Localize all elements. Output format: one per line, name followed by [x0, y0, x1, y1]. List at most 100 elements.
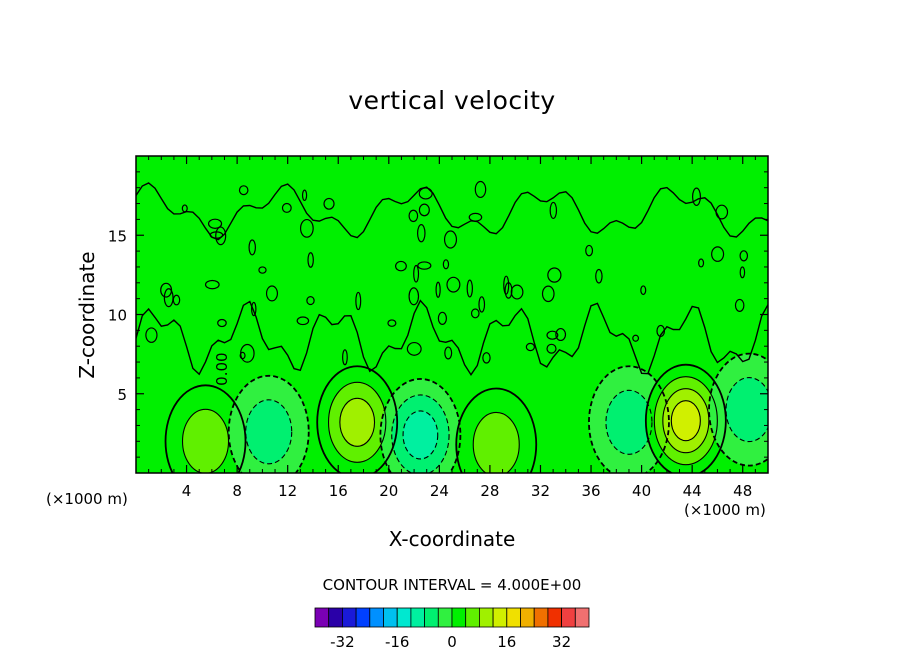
contour-line-updraft-6-1 — [653, 376, 718, 466]
colorbar-tick-label: 16 — [497, 633, 516, 651]
colorbar-swatch — [520, 607, 535, 628]
contour-line-downdraft-5-1 — [605, 389, 653, 455]
contour-line-small-30 — [444, 346, 453, 360]
contour-line-small-69 — [739, 250, 749, 262]
y-tick-label: 15 — [108, 227, 127, 245]
colorbar-swatch — [533, 607, 549, 628]
contour-line-small-18 — [299, 218, 314, 238]
contour-line-layer — [136, 180, 768, 473]
contour-line-small-32 — [632, 334, 640, 342]
colorbar-swatch — [410, 607, 425, 628]
contour-line-small-35 — [416, 224, 426, 243]
contour-fill-downdraft-3-2 — [403, 410, 438, 459]
contour-line-small-58 — [417, 261, 432, 270]
contour-line-small-50 — [258, 266, 267, 274]
chart-title: vertical velocity — [348, 86, 556, 115]
contour-line-small-59 — [387, 319, 397, 327]
colorbar-swatch — [355, 607, 371, 628]
colorbar-tick-label: 32 — [552, 633, 571, 651]
colorbar-swatch — [424, 607, 439, 628]
contour-line-small-0 — [442, 259, 450, 270]
contour-line-downdraft-7-0 — [708, 352, 768, 467]
colorbar-swatch — [437, 607, 453, 628]
y-tick-label: 5 — [117, 386, 127, 404]
contour-line-small-17 — [296, 316, 310, 326]
contour-line-small-57 — [342, 349, 348, 366]
contour-line-small-44 — [474, 180, 487, 199]
contour-line-small-7 — [394, 260, 407, 272]
contour-line-small-4 — [555, 327, 567, 342]
x-tick-label: 24 — [430, 482, 449, 500]
contour-line-small-24 — [418, 203, 430, 217]
contour-line-small-65 — [215, 226, 227, 246]
contour-line-updraft-2-0 — [316, 365, 399, 473]
colorbar-swatch — [465, 607, 480, 628]
x-tick-label: 4 — [182, 482, 192, 500]
contour-fill-updraft-0-1 — [182, 409, 229, 473]
contour-line-zero-boundary — [136, 299, 768, 376]
contour-line-small-63 — [691, 187, 702, 207]
contour-line-downdraft-1-1 — [245, 399, 293, 465]
contour-line-small-38 — [251, 301, 257, 317]
contour-line-small-16 — [408, 209, 419, 223]
contour-fill-downdraft-1-1 — [245, 399, 292, 464]
colorbar-swatch — [506, 607, 521, 628]
contour-line-small-20 — [482, 352, 491, 364]
colorbar-swatch — [492, 607, 508, 628]
y-axis-label: Z-coordinate — [75, 251, 99, 379]
contour-label-zero: 0.00 — [213, 352, 231, 385]
contour-line-small-68 — [307, 252, 314, 268]
contour-label-layer: 0.00 — [213, 352, 231, 385]
contour-line-small-49 — [546, 330, 559, 340]
x-tick-label: 44 — [683, 482, 702, 500]
contour-line-small-56 — [437, 311, 447, 326]
contour-line-updraft-4-0 — [455, 387, 538, 473]
contour-line-downdraft-5-0 — [588, 365, 670, 473]
x-tick-label: 32 — [531, 482, 550, 500]
x-tick-label: 36 — [581, 482, 600, 500]
contour-line-updraft-4-1 — [472, 411, 520, 473]
contour-line-small-64 — [640, 285, 647, 296]
contour-line-small-1 — [413, 264, 420, 283]
x-tick-label: 16 — [329, 482, 348, 500]
contour-line-small-3 — [546, 343, 557, 354]
contour-line-small-27 — [549, 201, 558, 220]
contour-line-downdraft-3-2 — [402, 410, 439, 460]
contour-line-small-9 — [478, 296, 486, 313]
contour-line-small-13 — [217, 318, 227, 328]
contour-line-small-39 — [408, 287, 420, 306]
colorbar: -32 -16 0 16 32 — [314, 607, 590, 651]
contour-line-small-53 — [323, 197, 335, 210]
contour-interval-note: CONTOUR INTERVAL = 4.000E+00 — [322, 576, 582, 594]
x-unit-label-right: (×1000 m) — [684, 501, 766, 519]
x-tick-label: 48 — [733, 482, 752, 500]
contour-line-updraft-6-2 — [662, 388, 710, 454]
contour-fill-downdraft-5-1 — [605, 390, 652, 455]
contour-line-small-11 — [281, 202, 292, 213]
x-tick-label: 12 — [278, 482, 297, 500]
contour-line-updraft-6-3 — [670, 400, 701, 442]
contour-line-small-47 — [446, 276, 461, 293]
contour-line-small-21 — [265, 285, 279, 302]
colorbar-tick-label: 0 — [447, 633, 457, 651]
contour-line-small-48 — [163, 288, 174, 308]
colorbar-swatch — [396, 607, 412, 628]
contour-line-small-67 — [711, 246, 725, 262]
contour-line-updraft-6-0 — [644, 363, 727, 473]
colorbar-swatch — [478, 607, 494, 628]
contour-line-updraft-0-0 — [164, 384, 247, 473]
contour-line-small-66 — [306, 296, 315, 306]
colorbar-swatch — [328, 607, 343, 628]
contour-line-updraft-0-1 — [181, 408, 230, 473]
contour-line-small-45 — [406, 341, 422, 356]
contour-line-small-41 — [547, 267, 562, 283]
contour-line-small-62 — [595, 268, 603, 284]
colorbar-swatch — [547, 607, 563, 628]
contour-line-small-22 — [301, 189, 308, 202]
x-axis-label: X-coordinate — [388, 527, 516, 551]
colorbar-swatch — [314, 607, 330, 628]
contour-line-small-10 — [355, 291, 362, 311]
contour-line-small-46 — [541, 285, 555, 303]
